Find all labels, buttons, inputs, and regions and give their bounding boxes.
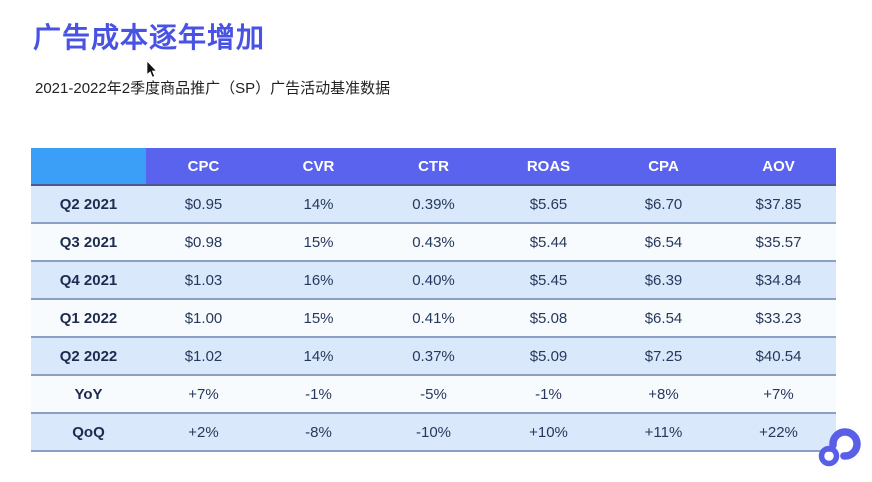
table-cell: $33.23 bbox=[755, 309, 802, 327]
table-cell: $5.45 bbox=[529, 271, 568, 289]
table-cell: +2% bbox=[188, 423, 219, 441]
table-cell: $1.02 bbox=[184, 347, 223, 365]
header-cell-ctr: CTR bbox=[376, 148, 491, 186]
table-cell: $37.85 bbox=[755, 195, 802, 213]
table-cell: $5.65 bbox=[529, 195, 568, 213]
row-label: Q1 2022 bbox=[59, 309, 118, 327]
table-cell: 15% bbox=[303, 309, 334, 327]
table-cell: $35.57 bbox=[755, 233, 802, 251]
table-cell: $7.25 bbox=[644, 347, 683, 365]
table-cell: 14% bbox=[303, 195, 334, 213]
table-cell: $5.08 bbox=[529, 309, 568, 327]
table-cell: $6.39 bbox=[644, 271, 683, 289]
table-row-q3-2021: Q3 2021 $0.98 15% 0.43% $5.44 $6.54 $35.… bbox=[31, 223, 836, 261]
row-label: QoQ bbox=[72, 423, 105, 441]
table-cell: $6.70 bbox=[644, 195, 683, 213]
table-cell: 16% bbox=[303, 271, 334, 289]
table-cell: +8% bbox=[648, 385, 679, 403]
table-cell: +11% bbox=[644, 423, 683, 441]
table-cell: +7% bbox=[188, 385, 219, 403]
table-cell: $5.09 bbox=[529, 347, 568, 365]
slide-title: 广告成本逐年增加 bbox=[33, 22, 266, 53]
header-cell-cvr: CVR bbox=[261, 148, 376, 186]
table-cell: +7% bbox=[763, 385, 794, 403]
table-cell: -1% bbox=[305, 385, 332, 403]
table-cell: $0.95 bbox=[184, 195, 223, 213]
table-cell: $6.54 bbox=[644, 309, 683, 327]
table-cell: +22% bbox=[759, 423, 798, 441]
table-cell: 0.43% bbox=[412, 233, 455, 251]
row-label: Q4 2021 bbox=[59, 271, 118, 289]
table-cell: 0.39% bbox=[412, 195, 455, 213]
table-cell: +10% bbox=[529, 423, 568, 441]
table-row-q1-2022: Q1 2022 $1.00 15% 0.41% $5.08 $6.54 $33.… bbox=[31, 299, 836, 337]
row-label: YoY bbox=[74, 385, 103, 403]
table-cell: 0.40% bbox=[412, 271, 455, 289]
brand-rings-logo-icon bbox=[818, 428, 861, 467]
header-cell-cpc: CPC bbox=[146, 148, 261, 186]
row-label: Q2 2021 bbox=[59, 195, 118, 213]
header-cell-aov: AOV bbox=[721, 148, 836, 186]
table-cell: 14% bbox=[303, 347, 334, 365]
table-row-yoy: YoY +7% -1% -5% -1% +8% +7% bbox=[31, 375, 836, 413]
table-row-q2-2022: Q2 2022 $1.02 14% 0.37% $5.09 $7.25 $40.… bbox=[31, 337, 836, 375]
table-cell: 15% bbox=[303, 233, 334, 251]
table-cell: $34.84 bbox=[755, 271, 802, 289]
table-row-q2-2021: Q2 2021 $0.95 14% 0.39% $5.65 $6.70 $37.… bbox=[31, 185, 836, 223]
slide-subtitle: 2021-2022年2季度商品推广（SP）广告活动基准数据 bbox=[35, 80, 391, 97]
table-cell: $5.44 bbox=[529, 233, 568, 251]
row-label: Q3 2021 bbox=[59, 233, 118, 251]
table-cell: $6.54 bbox=[644, 233, 683, 251]
header-cell-blank bbox=[31, 148, 146, 186]
table-cell: $40.54 bbox=[755, 347, 802, 365]
table-cell: 0.41% bbox=[412, 309, 455, 327]
table-row-qoq: QoQ +2% -8% -10% +10% +11% +22% bbox=[31, 413, 836, 451]
table-cell: 0.37% bbox=[412, 347, 455, 365]
table-cell: $0.98 bbox=[184, 233, 223, 251]
table-cell: -1% bbox=[535, 385, 562, 403]
table-cell: $1.03 bbox=[184, 271, 223, 289]
table-header-row: CPC CVR CTR ROAS CPA AOV bbox=[31, 148, 836, 186]
table-cell: $1.00 bbox=[184, 309, 223, 327]
table-cell: -5% bbox=[420, 385, 447, 403]
mouse-pointer-icon bbox=[146, 61, 158, 78]
row-label: Q2 2022 bbox=[59, 347, 118, 365]
header-cell-roas: ROAS bbox=[491, 148, 606, 186]
benchmark-table: CPC CVR CTR ROAS CPA AOV Q2 2021 $0.95 1… bbox=[31, 148, 836, 452]
table-cell: -10% bbox=[415, 423, 452, 441]
table-row-q4-2021: Q4 2021 $1.03 16% 0.40% $5.45 $6.39 $34.… bbox=[31, 261, 836, 299]
header-cell-cpa: CPA bbox=[606, 148, 721, 186]
table-cell: -8% bbox=[305, 423, 332, 441]
